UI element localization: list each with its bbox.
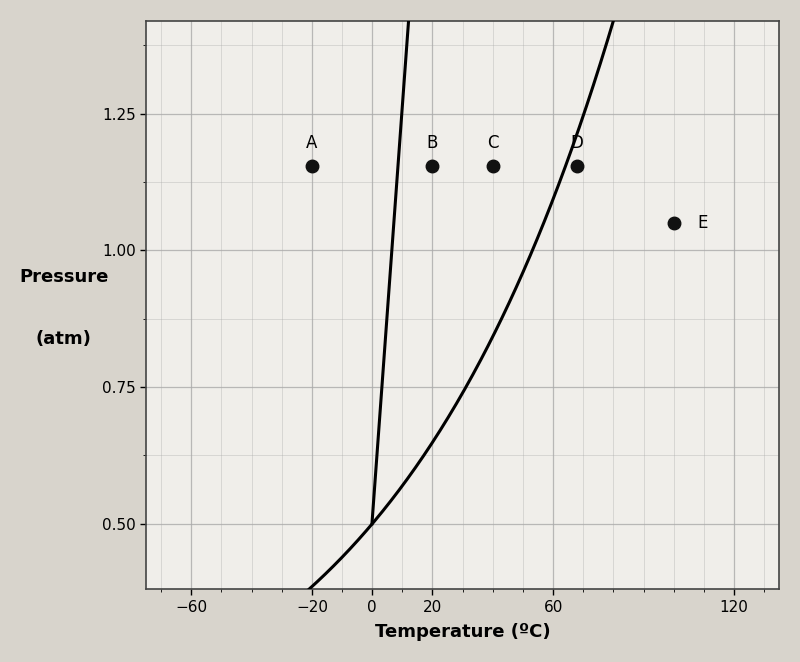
Text: (atm): (atm)	[36, 330, 92, 348]
Text: A: A	[306, 134, 318, 152]
X-axis label: Temperature (ºC): Temperature (ºC)	[375, 623, 550, 641]
Text: C: C	[487, 134, 498, 152]
Text: B: B	[427, 134, 438, 152]
Text: D: D	[570, 134, 584, 152]
Text: Pressure: Pressure	[19, 267, 109, 286]
Text: E: E	[698, 214, 708, 232]
